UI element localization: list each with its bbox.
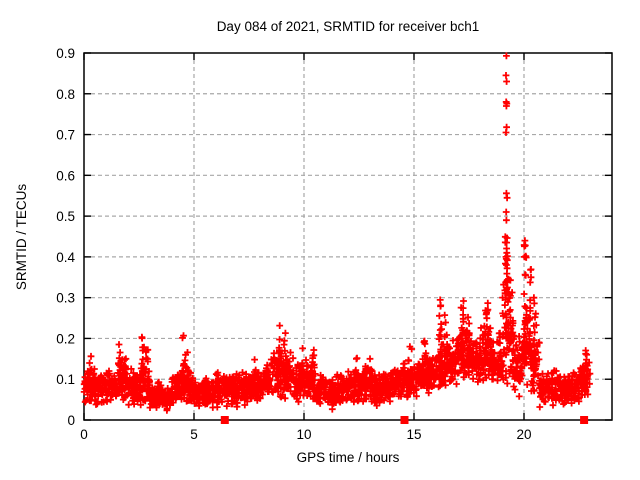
y-tick-label: 0.7 xyxy=(56,128,75,143)
y-tick-label: 0.3 xyxy=(56,291,75,306)
x-axis-label: GPS time / hours xyxy=(297,450,400,465)
y-tick-label: 0.2 xyxy=(56,331,75,346)
y-tick-label: 0.4 xyxy=(56,250,75,265)
chart-title: Day 084 of 2021, SRMTID for receiver bch… xyxy=(217,19,480,34)
scatter-points xyxy=(80,52,594,414)
gridlines xyxy=(84,53,612,420)
y-tick-label: 0.8 xyxy=(56,87,75,102)
x-tick-label: 15 xyxy=(406,427,421,442)
x-tick-label: 0 xyxy=(80,427,88,442)
y-tick-label: 0.1 xyxy=(56,372,75,387)
y-tick-label: 0 xyxy=(67,413,75,428)
y-tick-label: 0.6 xyxy=(56,168,75,183)
y-tick-label: 0.9 xyxy=(56,46,75,61)
y-axis-label: SRMTID / TECUs xyxy=(14,184,29,291)
plot-border xyxy=(83,52,613,421)
y-tick-label: 0.5 xyxy=(56,209,75,224)
x-tick-label: 5 xyxy=(190,427,198,442)
axis-gap-markers xyxy=(220,416,589,424)
x-tick-label: 10 xyxy=(296,427,311,442)
x-tick-label: 20 xyxy=(516,427,531,442)
tick-labels: 0 5 10 15 20 0 0.1 0.2 0.3 0.4 0.5 0.6 0.7 0.8 0.9 xyxy=(56,46,531,442)
